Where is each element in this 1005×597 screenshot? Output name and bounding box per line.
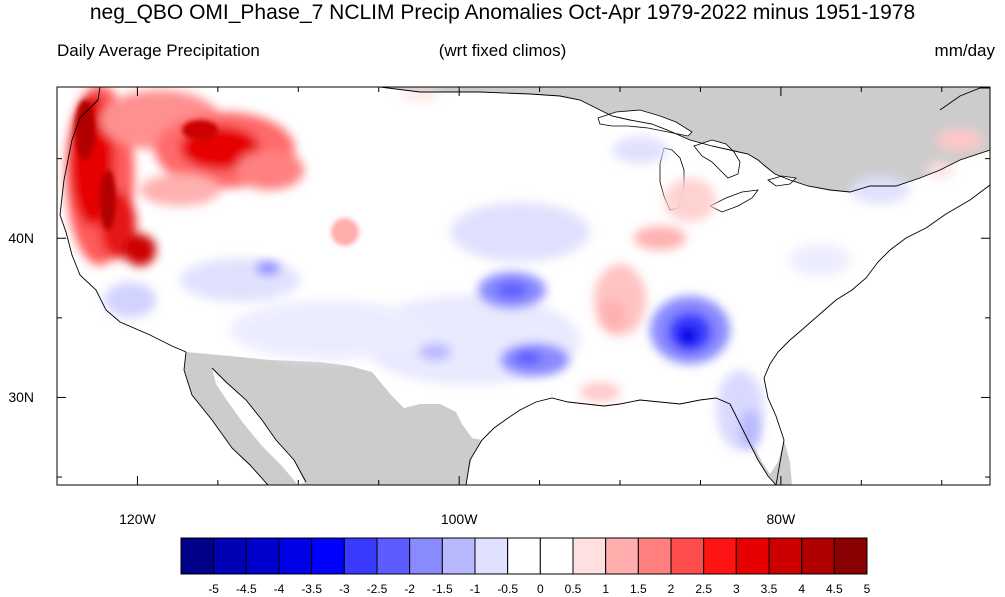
colorbar-swatch <box>735 537 770 575</box>
colorbar-swatch <box>637 537 672 575</box>
lat-tick-label: 40N <box>8 230 34 247</box>
colorbar-swatch <box>213 537 247 575</box>
mexico-area <box>186 352 474 485</box>
colorbar-swatch <box>343 537 378 575</box>
colorbar-label: -2.5 <box>366 582 388 596</box>
coastlines <box>59 87 990 485</box>
lat-tick-label: 30N <box>8 389 34 406</box>
colorbar-swatch <box>605 537 639 575</box>
colorbar-label: 3.5 <box>760 582 778 596</box>
gulf-of-mexico <box>466 398 776 485</box>
colorbar-label: -2 <box>404 582 415 596</box>
colorbar-swatch <box>441 537 476 575</box>
map-frame <box>56 86 991 486</box>
colorbar-label: 1.5 <box>629 582 647 596</box>
ocean-area <box>57 87 268 485</box>
gulf-of-california <box>212 368 306 485</box>
canada-area <box>380 87 990 192</box>
colorbar-label: 0.5 <box>564 582 582 596</box>
colorbar-swatch <box>409 537 443 575</box>
colorbar-label: 3 <box>732 582 740 596</box>
colorbar-swatch <box>670 537 705 575</box>
colorbar-label: -3.5 <box>301 582 322 596</box>
colorbar-swatch <box>474 537 509 575</box>
colorbar-label: -1.5 <box>431 582 453 596</box>
colorbar-swatch <box>801 537 835 575</box>
colorbar-swatch <box>768 537 803 575</box>
colorbar-label: 1 <box>602 582 609 596</box>
colorbar-swatch <box>572 537 607 575</box>
colorbar-label: -4.5 <box>235 582 257 596</box>
colorbar-label: 4 <box>798 582 805 596</box>
colorbar-swatch <box>376 537 411 575</box>
colorbar-swatch <box>539 537 574 575</box>
colorbar-label: -4 <box>273 582 285 596</box>
colorbar-swatch <box>311 537 345 575</box>
anomaly-field <box>66 87 984 450</box>
colorbar-swatch <box>245 537 280 575</box>
axis-ticks <box>56 87 990 485</box>
colorbar-label: -0.5 <box>497 582 518 596</box>
lon-tick-label: 80W <box>766 511 796 527</box>
atlantic-ocean <box>764 185 990 485</box>
colorbar-label: -5 <box>208 582 219 596</box>
colorbar-label: 5 <box>863 582 871 596</box>
colorbar-swatch <box>703 537 737 575</box>
colorbar-label: -1 <box>469 582 481 596</box>
lon-tick-label: 100W <box>440 511 478 527</box>
colorbar-label: 4.5 <box>825 582 843 596</box>
colorbar <box>180 537 868 575</box>
subtitle-center: (wrt fixed climos) <box>438 41 567 60</box>
units-label: mm/day <box>934 41 995 60</box>
map-title: neg_QBO OMI_Phase_7 NCLIM Precip Anomali… <box>89 1 916 24</box>
colorbar-swatch <box>278 537 313 575</box>
colorbar-swatch <box>833 537 868 575</box>
subtitle-left: Daily Average Precipitation <box>57 41 260 60</box>
colorbar-label: 2.5 <box>695 582 712 596</box>
colorbar-label: 0 <box>536 582 544 596</box>
colorbar-label: -3 <box>338 582 350 596</box>
lon-tick-label: 120W <box>119 511 156 527</box>
colorbar-swatch <box>180 537 215 575</box>
colorbar-label: 2 <box>667 582 675 596</box>
colorbar-swatch <box>507 537 541 575</box>
